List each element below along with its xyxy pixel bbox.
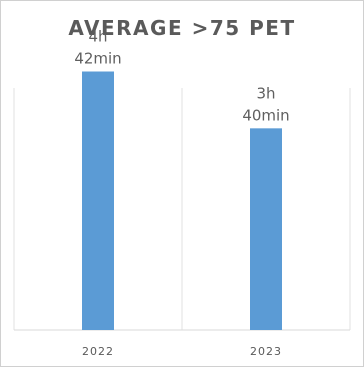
data-label-2023-0: 3h bbox=[256, 84, 275, 102]
chart-grid bbox=[13, 88, 351, 331]
bar-2022 bbox=[82, 71, 114, 330]
data-label-2022-0: 4h bbox=[88, 28, 107, 46]
data-label-2023-1: 40min bbox=[242, 106, 289, 124]
chart-bars bbox=[82, 71, 282, 330]
chart-data-labels: 4h 42min 3h 40min bbox=[74, 28, 289, 125]
bar-2023 bbox=[250, 128, 282, 330]
x-tick-2022: 2022 bbox=[82, 345, 114, 358]
data-label-2022-1: 42min bbox=[74, 50, 121, 68]
chart-x-ticks: 2022 2023 bbox=[82, 345, 282, 358]
chart-title: AVERAGE >75 PET bbox=[68, 16, 296, 40]
x-tick-2023: 2023 bbox=[250, 345, 282, 358]
